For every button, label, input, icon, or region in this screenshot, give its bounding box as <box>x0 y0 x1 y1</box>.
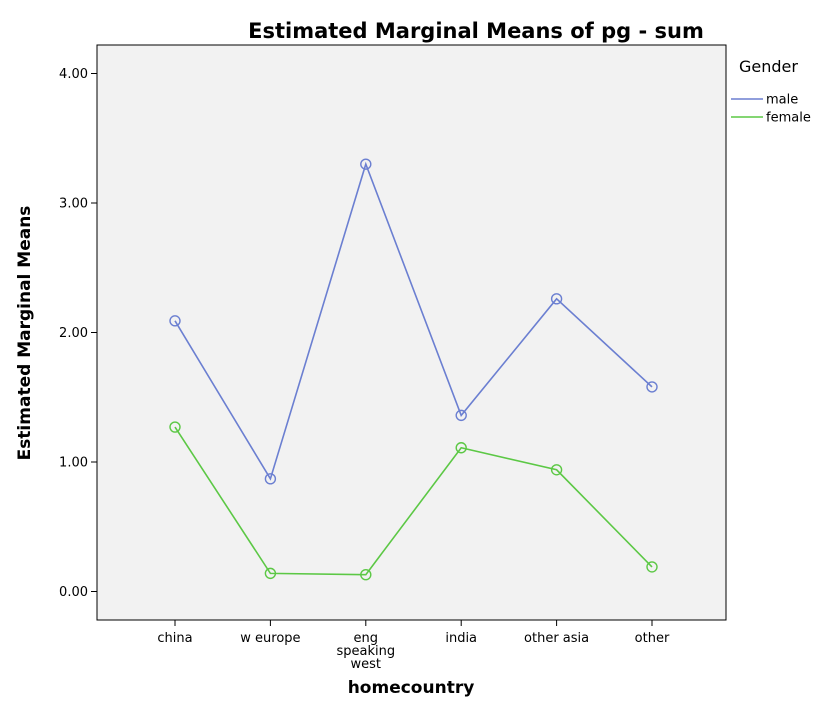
legend-label-male: male <box>766 93 798 108</box>
y-tick-label: 0.00 <box>59 585 88 600</box>
plot-area <box>96 44 727 621</box>
series-male <box>169 158 658 485</box>
y-tick-label: 1.00 <box>59 456 88 471</box>
x-tick-label: eng <box>354 631 379 646</box>
x-tick-label: other asia <box>524 631 589 646</box>
y-tick-label: 4.00 <box>59 67 88 82</box>
x-tick-label: w europe <box>240 631 300 646</box>
legend-title: Gender <box>739 57 798 76</box>
data-point-female <box>264 567 277 580</box>
data-point-male <box>360 158 372 170</box>
y-axis: 0.00 1.00 2.00 3.00 4.00 <box>59 67 97 600</box>
data-point-female <box>360 568 372 581</box>
data-point-female <box>169 421 181 433</box>
data-point-male <box>646 381 658 393</box>
legend-label-female: female <box>766 111 811 126</box>
data-point-male <box>550 293 563 305</box>
data-point-male <box>169 315 181 327</box>
data-point-female <box>550 464 563 476</box>
y-tick-label: 2.00 <box>59 326 88 341</box>
x-tick-label: speaking <box>336 644 395 659</box>
data-point-female <box>646 561 658 573</box>
x-tick-label: china <box>157 631 192 646</box>
data-point-female <box>455 442 467 454</box>
x-tick-label: other <box>635 631 670 646</box>
x-tick-label: west <box>351 657 382 672</box>
series-line-male <box>174 161 653 481</box>
data-point-male <box>455 409 467 422</box>
x-axis-title: homecountry <box>348 678 475 698</box>
data-point-male <box>264 473 277 485</box>
series-layer <box>169 158 658 581</box>
chart-title: Estimated Marginal Means of pg - sum <box>248 19 704 43</box>
series-line-female <box>174 426 653 576</box>
y-tick-label: 3.00 <box>59 196 88 211</box>
y-axis-title: Estimated Marginal Means <box>15 206 35 461</box>
series-female <box>169 421 658 581</box>
legend: Gender male female <box>731 57 811 126</box>
x-tick-label: india <box>445 631 477 646</box>
